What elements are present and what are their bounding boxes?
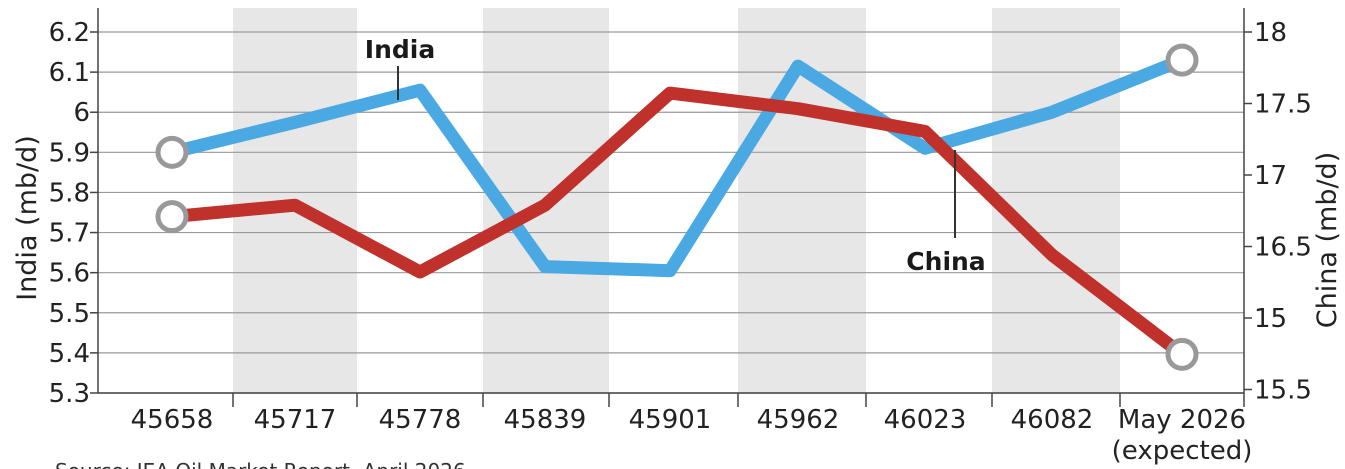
x-tick-label: May 2026	[1118, 405, 1246, 435]
left-tick-label: 5.5	[49, 299, 90, 329]
left-tick-label: 6.1	[49, 58, 90, 88]
source-note: Source: IEA Oil Market Report, April 202…	[55, 459, 466, 469]
right-tick-label: 16.5	[1254, 233, 1312, 263]
x-tick-label: 45658	[131, 405, 214, 435]
left-axis-ticks: 6.2 6.1 6 5.9 5.8 5.7 5.6 5.5 5.4 5.3	[49, 18, 98, 409]
x-axis-ticks: 45658 45717 45778 45839 45901 45962 46023 46082…	[131, 393, 1253, 466]
x-tick-label: 45962	[757, 405, 840, 435]
x-tick-label: 45839	[504, 405, 587, 435]
left-tick-label: 5.9	[49, 138, 90, 168]
india-series-line	[165, 53, 1189, 278]
left-axis-label: India (mb/d)	[12, 135, 43, 301]
india-endpoint-marker	[1165, 43, 1199, 77]
x-tick-label: 46023	[884, 405, 967, 435]
left-tick-label: 6	[73, 98, 90, 128]
india-callout-label: India	[365, 35, 435, 64]
x-tick-label: 45901	[629, 405, 712, 435]
right-tick-label: 17	[1254, 161, 1287, 191]
left-tick-label: 5.7	[49, 219, 90, 249]
shaded-band	[992, 8, 1120, 393]
left-tick-label: 5.6	[49, 259, 90, 289]
china-series-line	[165, 86, 1189, 361]
left-tick-label: 6.2	[49, 18, 90, 48]
china-endpoint-marker	[1165, 337, 1199, 371]
x-tick-label: (expected)	[1112, 436, 1253, 466]
callouts: India China	[365, 35, 986, 276]
india-endpoint-marker	[155, 135, 189, 169]
right-tick-label: 15.5	[1254, 376, 1312, 406]
right-axis-ticks: 18 17.5 17 16.5 15 15.5	[1244, 18, 1312, 406]
series-lines	[165, 53, 1189, 361]
x-tick-label: 46082	[1011, 405, 1094, 435]
right-tick-label: 18	[1254, 18, 1287, 48]
right-tick-label: 15	[1254, 304, 1287, 334]
left-tick-label: 5.4	[49, 339, 90, 369]
left-tick-label: 5.8	[49, 178, 90, 208]
china-endpoint-marker	[155, 200, 189, 234]
china-callout-label: China	[906, 247, 985, 276]
x-tick-label: 45717	[254, 405, 337, 435]
right-axis-label: China (mb/d)	[1312, 152, 1343, 328]
left-tick-label: 5.3	[49, 379, 90, 409]
right-tick-label: 17.5	[1254, 90, 1312, 120]
x-tick-label: 45778	[379, 405, 462, 435]
endpoint-markers	[155, 43, 1199, 371]
